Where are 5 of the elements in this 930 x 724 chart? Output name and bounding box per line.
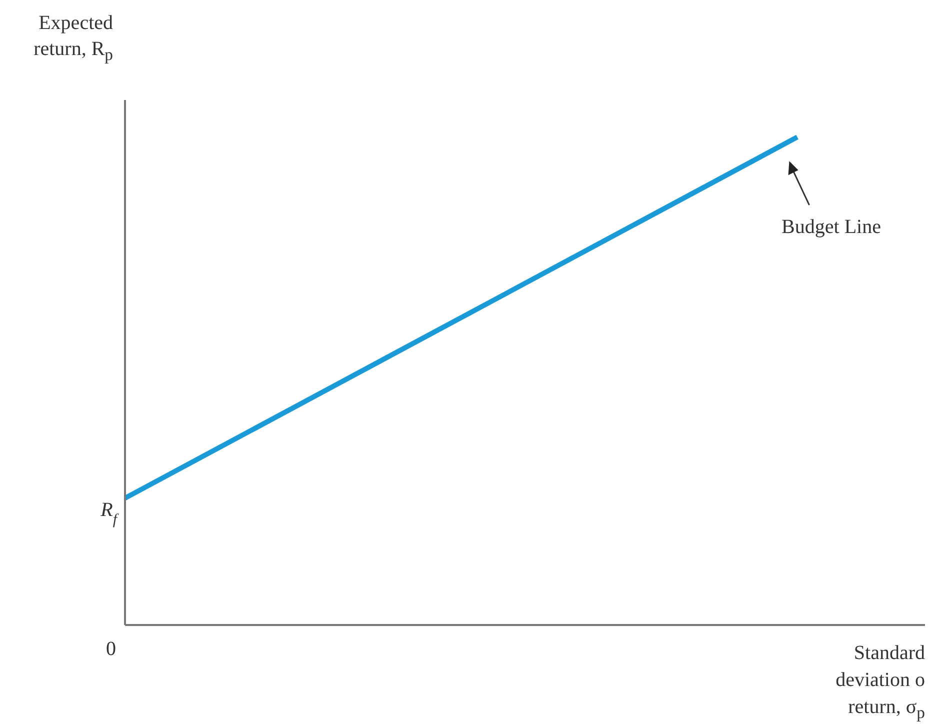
text: Budget Line xyxy=(782,216,882,238)
y-axis-title: Expected return, R$_{p}$ xyxy=(32,11,113,66)
text: 0 xyxy=(106,638,116,660)
annotation: R$_{f}$ xyxy=(100,499,119,528)
x-axis-title: Standard deviation o return, σ$_{p}$ xyxy=(834,641,925,724)
